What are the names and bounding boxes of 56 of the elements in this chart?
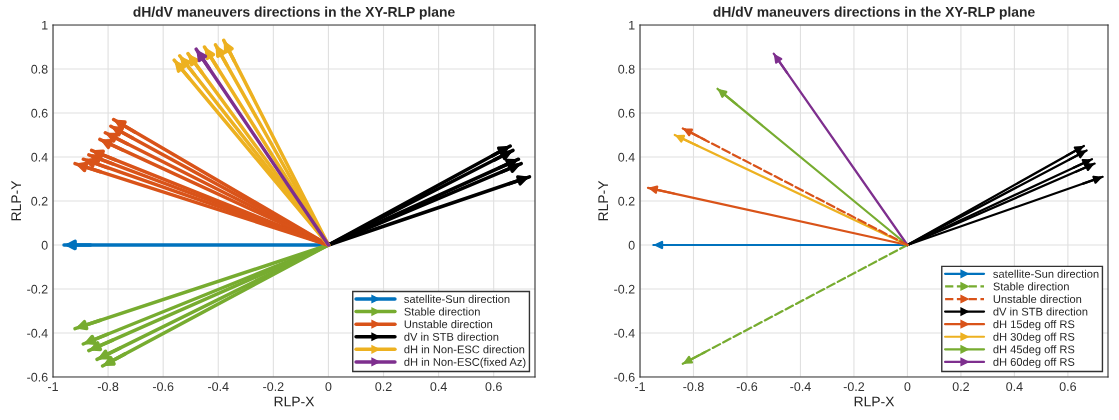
x-tick-label: 0.6 [485, 382, 502, 392]
legend-label: dV in STB direction [404, 332, 499, 341]
y-tick-label: 0 [41, 240, 48, 250]
y-tick-label: 0 [628, 240, 635, 250]
legend-label: Unstable direction [993, 294, 1082, 304]
y-tick-label: 0.2 [618, 196, 635, 206]
legend-label: dH 30deg off RS [993, 332, 1075, 343]
legend-label: Stable direction [993, 282, 1069, 291]
x-axis-title: RLP-X [274, 396, 315, 407]
y-tick-label: -0.6 [614, 372, 635, 382]
chart-title: dH/dV maneuvers directions in the XY-RLP plane [713, 6, 1035, 20]
chart-title: dH/dV maneuvers directions in the XY-RLP plane [133, 6, 455, 20]
x-tick-label: 0 [904, 382, 911, 392]
x-tick-label: 0.4 [1006, 382, 1023, 392]
y-tick-label: -0.2 [27, 284, 48, 294]
x-tick-label: -0.4 [790, 382, 811, 392]
y-tick-label: 1 [629, 20, 635, 30]
legend-label: dV in STB direction [993, 307, 1088, 316]
x-tick-label: -1 [48, 382, 58, 391]
y-tick-label: 0.4 [618, 152, 635, 162]
y-axis-title: RLP-Y [11, 180, 21, 221]
y-tick-label: 0.6 [618, 108, 635, 118]
x-tick-label: -0.6 [736, 382, 758, 392]
x-tick-label: 0.2 [952, 382, 969, 392]
x-tick-label: -0.2 [843, 382, 865, 392]
x-tick-label: -0.8 [97, 382, 119, 392]
x-tick-label: 0.4 [430, 382, 447, 392]
x-tick-label: 0.6 [1059, 382, 1077, 392]
x-tick-label: -0.2 [263, 382, 284, 392]
legend-label: dH 45deg off RS [993, 345, 1075, 356]
y-tick-label: -0.4 [614, 328, 635, 338]
y-tick-label: -0.2 [614, 284, 635, 294]
x-tick-label: 0.2 [375, 382, 392, 392]
x-tick-label: -0.4 [208, 382, 229, 392]
legend-label: satellite-Sun direction [993, 269, 1099, 278]
x-tick-label: -0.8 [683, 382, 704, 392]
legend-label: Unstable direction [404, 320, 493, 329]
y-tick-label: 0.4 [31, 152, 48, 162]
y-tick-label: 1 [42, 20, 48, 30]
y-tick-label: 0.6 [31, 108, 48, 118]
y-tick-label: 0.8 [618, 64, 635, 74]
legend-label: Stable direction [404, 307, 480, 316]
legend-label: dH 15deg off RS [993, 320, 1075, 331]
legend-label: dH 60deg off RS [993, 357, 1075, 369]
x-tick-label: -1 [635, 382, 645, 391]
x-tick-label: 0 [325, 382, 332, 392]
y-tick-label: 0.8 [31, 64, 48, 74]
y-tick-label: -0.4 [27, 328, 48, 338]
y-tick-label: 0.2 [31, 196, 48, 206]
legend-label: satellite-Sun direction [404, 294, 510, 304]
y-tick-label: -0.6 [27, 372, 48, 382]
x-tick-label: -0.6 [152, 382, 174, 392]
x-axis-title: RLP-X [854, 396, 895, 407]
legend-label: dH in Non-ESC(fixed Az) [404, 357, 526, 369]
y-axis-title: RLP-Y [598, 180, 608, 221]
legend-label: dH in Non-ESC direction [404, 345, 525, 354]
